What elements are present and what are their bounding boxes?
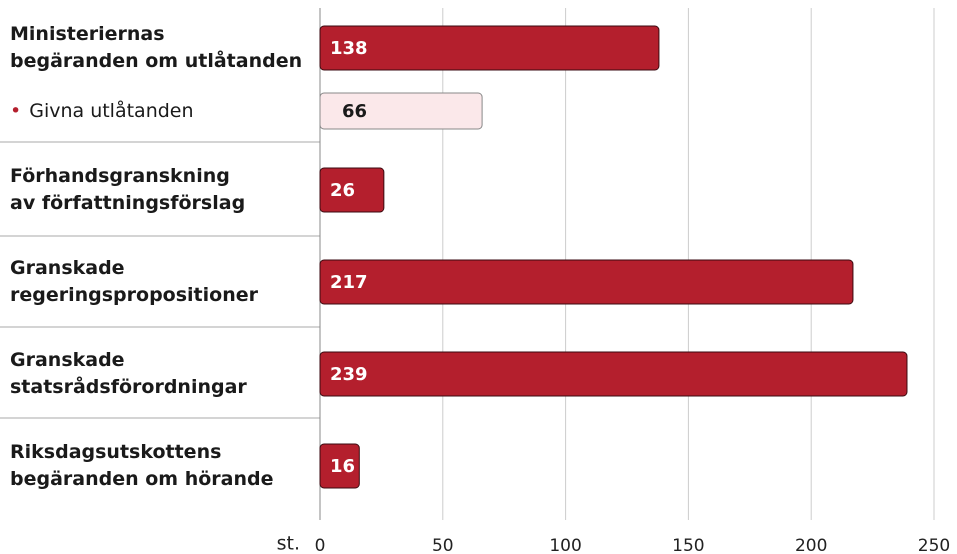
bar xyxy=(319,167,385,213)
bar xyxy=(319,25,660,71)
bar-value-label: 138 xyxy=(330,38,368,59)
category-label: Granskade regeringspropositioner xyxy=(10,257,258,306)
category-label: Granskade statsrådsförordningar xyxy=(10,349,247,398)
category-label: Ministeriernas begäranden om utlåtanden xyxy=(10,23,303,72)
bar-value-label: 66 xyxy=(342,101,367,122)
category-label: Förhandsgranskning av författningsförsla… xyxy=(10,165,246,214)
bar-value-label: 217 xyxy=(330,272,368,293)
bar-value-label: 26 xyxy=(330,180,355,201)
x-tick-label: 250 xyxy=(918,536,950,554)
x-tick-label: 200 xyxy=(795,536,827,554)
category-label: Riksdagsutskottens begäranden om hörande xyxy=(10,441,274,490)
bar xyxy=(319,259,854,305)
bar xyxy=(319,443,360,489)
bar xyxy=(319,351,908,397)
x-tick-label: 150 xyxy=(672,536,704,554)
x-axis-label: st. xyxy=(277,533,300,554)
x-tick-label: 100 xyxy=(549,536,581,554)
bar-value-label: 239 xyxy=(330,364,368,385)
category-label: Givna utlåtanden xyxy=(10,76,315,146)
x-tick-label: 50 xyxy=(432,536,454,554)
x-tick-label: 0 xyxy=(315,536,326,554)
bar xyxy=(319,92,483,130)
bar-value-label: 16 xyxy=(330,456,355,477)
